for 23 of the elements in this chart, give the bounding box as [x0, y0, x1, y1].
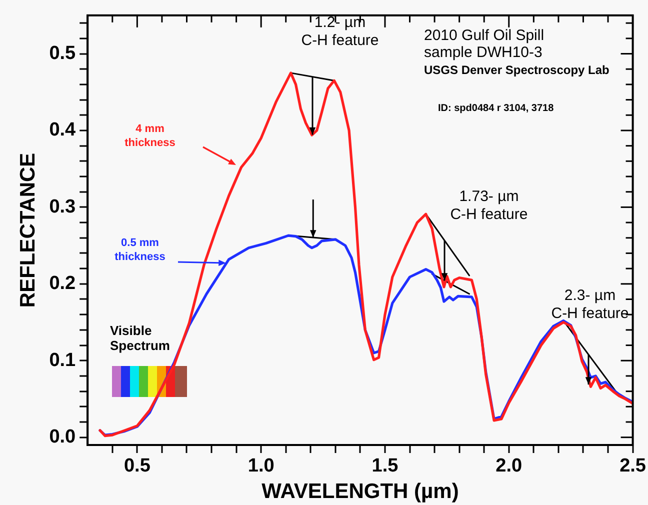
- y-tick-label: 0.0: [49, 426, 76, 448]
- y-tick-label: 0.5: [49, 42, 76, 64]
- text: 2010 Gulf Oil Spill: [424, 27, 544, 44]
- x-tick-label: 1.5: [372, 456, 399, 477]
- annotation: 1.2- µm C-H feature: [301, 14, 379, 49]
- y-tick-label: 0.4: [49, 120, 76, 141]
- annotation: ID: spd0484 r 3104, 3718: [438, 103, 554, 114]
- x-axis-title: WAVELENGTH (µm): [262, 480, 459, 504]
- y-tick-label: 0.1: [49, 350, 76, 371]
- text: sample DWH10-3: [424, 44, 542, 61]
- y-tick-label: 0.3: [49, 196, 76, 218]
- y-axis-title: REFLECTANCE: [16, 152, 40, 308]
- x-tick-label: 0.5: [124, 456, 151, 477]
- x-tick-label: 2.0: [496, 456, 522, 477]
- x-tick-label: 2.5: [620, 456, 646, 477]
- annotation: 1.73- µm C-H feature: [450, 188, 528, 223]
- y-tick-label: 0.2: [49, 273, 76, 294]
- annotation: USGS Denver Spectroscopy Lab: [424, 63, 610, 77]
- text: 4 mm thickness: [124, 123, 176, 149]
- text: 0.5 mm thickness: [114, 237, 166, 263]
- annotation: Visible Spectrum: [110, 323, 171, 353]
- x-tick-label: 1.0: [248, 456, 274, 477]
- annotation: 2.3- µm C-H feature: [551, 287, 629, 322]
